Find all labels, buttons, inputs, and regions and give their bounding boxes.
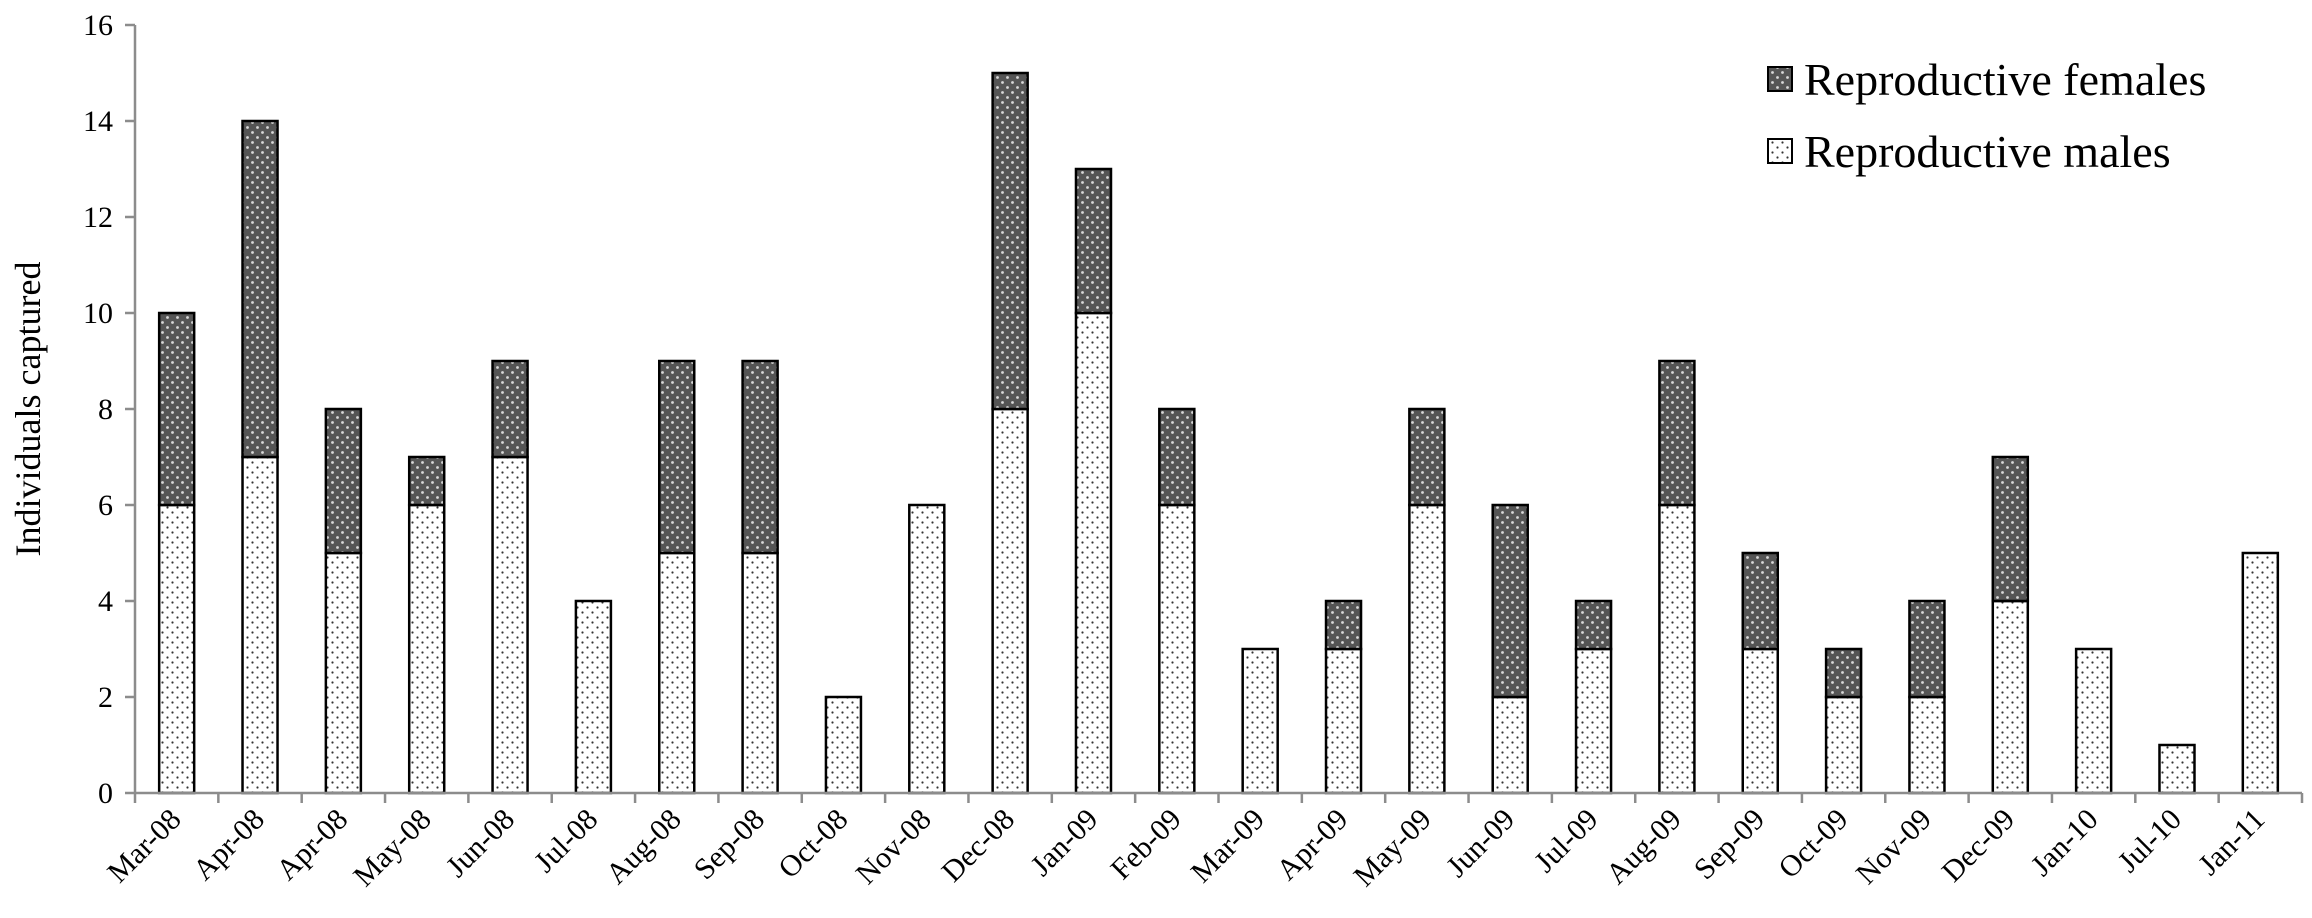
y-tick-label: 10 bbox=[83, 297, 113, 330]
bar-reproductive-males-21 bbox=[1908, 695, 1946, 795]
x-tick-label: Nov-09 bbox=[1850, 803, 1938, 891]
legend: Reproductive females Reproductive males bbox=[1767, 54, 2206, 177]
bar-reproductive-females-4 bbox=[491, 359, 529, 459]
bar-reproductive-females-6 bbox=[658, 359, 696, 555]
x-tick-label: Apr-09 bbox=[1270, 803, 1354, 887]
x-tick-label: Mar-09 bbox=[1185, 803, 1272, 890]
y-tick-label: 14 bbox=[83, 105, 113, 138]
bar-reproductive-males-14 bbox=[1324, 647, 1363, 795]
x-tick-label: Jan-10 bbox=[2025, 803, 2105, 883]
bar-reproductive-males-12 bbox=[1158, 503, 1196, 795]
x-tick-label: Sep-08 bbox=[688, 803, 771, 886]
x-tick-label: Feb-09 bbox=[1104, 803, 1187, 886]
x-tick-label: Aug-08 bbox=[600, 803, 688, 891]
bar-reproductive-males-20 bbox=[1824, 695, 1863, 795]
x-tick-label: Apr-08 bbox=[187, 803, 271, 887]
bar-reproductive-males-10 bbox=[991, 407, 1029, 795]
bar-reproductive-males-23 bbox=[2074, 647, 2113, 795]
bar-reproductive-females-1 bbox=[241, 119, 279, 459]
x-tick-label: Apr-08 bbox=[270, 803, 354, 887]
y-tick-label: 4 bbox=[98, 585, 113, 618]
y-tick-label: 2 bbox=[98, 681, 113, 714]
bar-reproductive-males-22 bbox=[1991, 599, 2030, 795]
bar-reproductive-males-17 bbox=[1574, 647, 1613, 795]
bar-reproductive-males-5 bbox=[574, 599, 613, 795]
x-tick-label: May-08 bbox=[347, 803, 437, 893]
bar-reproductive-males-19 bbox=[1741, 647, 1780, 795]
bar-reproductive-females-22 bbox=[1991, 455, 2030, 603]
bar-reproductive-females-10 bbox=[991, 71, 1029, 411]
bar-reproductive-males-24 bbox=[2158, 743, 2196, 795]
y-tick-label: 6 bbox=[98, 489, 113, 522]
bar-reproductive-males-15 bbox=[1408, 503, 1446, 795]
bar-reproductive-females-19 bbox=[1741, 551, 1780, 651]
bar-reproductive-females-20 bbox=[1824, 647, 1863, 699]
bar-reproductive-females-14 bbox=[1324, 599, 1363, 651]
legend-swatch-reproductive-males bbox=[1767, 138, 1793, 164]
y-tick-label: 0 bbox=[98, 777, 113, 810]
legend-label-reproductive-males: Reproductive males bbox=[1804, 126, 2171, 177]
bar-reproductive-males-7 bbox=[741, 551, 779, 795]
x-tick-label: Dec-08 bbox=[935, 803, 1021, 889]
x-tick-label: Jun-09 bbox=[1440, 803, 1521, 884]
bar-reproductive-females-3 bbox=[407, 455, 446, 507]
bar-reproductive-males-11 bbox=[1074, 311, 1113, 795]
bar-reproductive-females-21 bbox=[1908, 599, 1946, 699]
bar-reproductive-males-13 bbox=[1241, 647, 1279, 795]
legend-swatch-reproductive-females bbox=[1767, 66, 1793, 92]
legend-label-reproductive-females: Reproductive females bbox=[1804, 54, 2206, 105]
bar-reproductive-females-15 bbox=[1408, 407, 1446, 507]
y-tick-label: 16 bbox=[83, 9, 113, 42]
bar-reproductive-males-4 bbox=[491, 455, 529, 795]
bar-reproductive-females-0 bbox=[157, 311, 196, 507]
x-tick-label: Jul-10 bbox=[2112, 803, 2188, 879]
bar-reproductive-males-25 bbox=[2241, 551, 2280, 795]
bar-reproductive-males-0 bbox=[157, 503, 196, 795]
axes-layer bbox=[125, 23, 2304, 803]
bar-reproductive-females-16 bbox=[1491, 503, 1529, 699]
bar-reproductive-females-12 bbox=[1158, 407, 1196, 507]
bar-reproductive-males-6 bbox=[658, 551, 696, 795]
x-tick-label: Mar-08 bbox=[101, 803, 188, 890]
bar-reproductive-males-9 bbox=[908, 503, 946, 795]
x-tick-label: Jan-11 bbox=[2192, 803, 2271, 882]
bar-reproductive-females-11 bbox=[1074, 167, 1113, 315]
x-tick-label: Dec-09 bbox=[1935, 803, 2021, 889]
bar-reproductive-males-3 bbox=[407, 503, 446, 795]
x-tick-label: Oct-09 bbox=[1772, 803, 1854, 885]
bar-reproductive-females-17 bbox=[1574, 599, 1613, 651]
bar-reproductive-males-1 bbox=[241, 455, 279, 795]
bar-reproductive-males-2 bbox=[324, 551, 363, 795]
bar-reproductive-females-2 bbox=[324, 407, 363, 555]
bar-reproductive-females-7 bbox=[741, 359, 779, 555]
x-tick-label: Jul-08 bbox=[528, 803, 604, 879]
x-tick-label: Jul-09 bbox=[1528, 803, 1604, 879]
bar-reproductive-males-16 bbox=[1491, 695, 1529, 795]
bar-reproductive-males-8 bbox=[824, 695, 863, 795]
y-axis-title: Individuals captured bbox=[8, 262, 48, 557]
x-tick-label: Aug-09 bbox=[1600, 803, 1688, 891]
y-tick-label: 12 bbox=[83, 201, 113, 234]
x-tick-label: Sep-09 bbox=[1688, 803, 1771, 886]
x-tick-label: Oct-08 bbox=[772, 803, 854, 885]
x-tick-label: Nov-08 bbox=[850, 803, 938, 891]
bars-layer bbox=[157, 71, 2280, 795]
x-tick-label: Jan-09 bbox=[1025, 803, 1105, 883]
bar-reproductive-males-18 bbox=[1658, 503, 1696, 795]
y-tick-label: 8 bbox=[98, 393, 113, 426]
x-tick-label: Jun-08 bbox=[440, 803, 521, 884]
bar-reproductive-females-18 bbox=[1658, 359, 1696, 507]
x-tick-label: May-09 bbox=[1347, 803, 1437, 893]
